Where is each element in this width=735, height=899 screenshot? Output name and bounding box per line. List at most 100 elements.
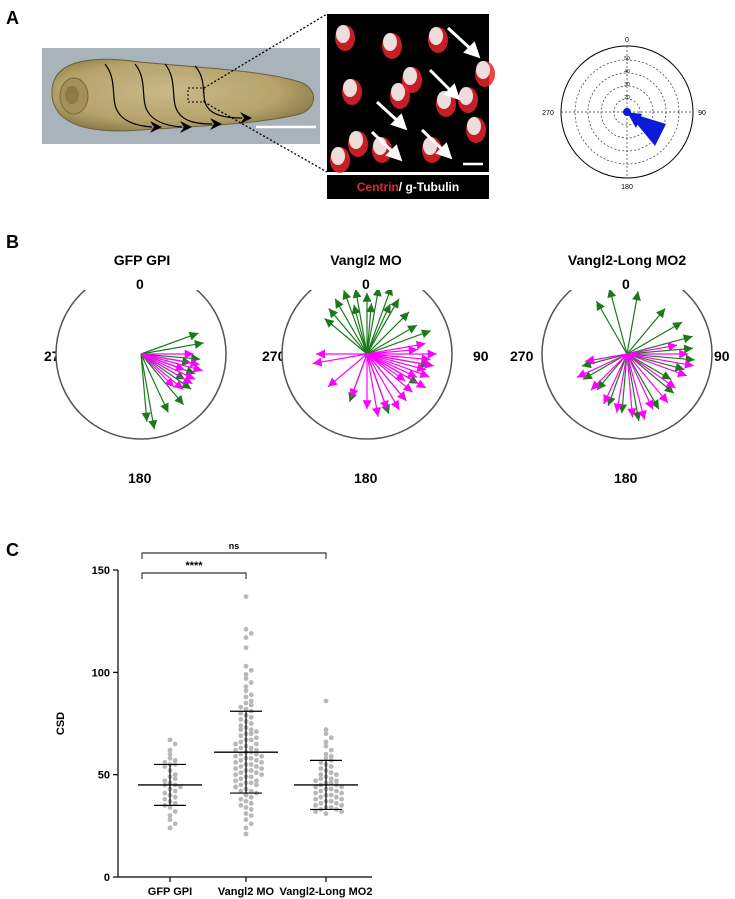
arrow-head xyxy=(382,303,391,314)
arrow-head xyxy=(627,408,637,418)
arrow-head xyxy=(160,402,169,413)
arrow-head xyxy=(613,402,623,413)
data-point xyxy=(339,784,344,790)
arrow-head xyxy=(590,380,601,391)
direction-arrow xyxy=(366,298,400,355)
direction-arrow xyxy=(366,353,400,411)
direction-arrow xyxy=(334,298,368,355)
direction-arrow xyxy=(626,353,654,410)
data-point xyxy=(248,698,254,704)
direction-arrow xyxy=(140,353,201,360)
rose-plot: 50 40 30 20 0 90 180 270 xyxy=(542,37,706,191)
y-tick-label: 150 xyxy=(92,565,110,577)
data-point xyxy=(318,776,324,782)
data-point xyxy=(248,788,254,794)
arrow-head xyxy=(324,318,335,328)
data-point xyxy=(172,741,178,747)
data-point xyxy=(328,780,334,786)
panel-label-a: A xyxy=(6,8,19,28)
direction-arrow xyxy=(366,353,388,411)
x-tick-label: GFP GPI xyxy=(148,886,192,898)
direction-arrow xyxy=(626,353,640,422)
data-point xyxy=(238,751,244,757)
data-point xyxy=(259,759,264,765)
direction-arrow xyxy=(140,353,169,413)
data-point xyxy=(313,784,318,790)
direction-arrow xyxy=(366,353,413,393)
arrow-head xyxy=(184,349,194,359)
data-point xyxy=(323,751,329,757)
arrow-head xyxy=(181,380,192,390)
data-point xyxy=(323,755,329,761)
data-point xyxy=(313,802,318,808)
data-point xyxy=(243,706,249,712)
arrow-head xyxy=(674,362,685,372)
data-point xyxy=(243,811,249,816)
data-point xyxy=(167,825,173,831)
direction-arrow xyxy=(366,353,430,378)
arrow-head xyxy=(644,399,654,410)
y-tick-label: 0 xyxy=(104,872,110,884)
arrow-head xyxy=(682,334,693,344)
data-point xyxy=(328,770,334,776)
data-point xyxy=(339,809,344,814)
data-point xyxy=(233,766,239,771)
data-point xyxy=(248,794,254,800)
arrow-head xyxy=(676,368,687,377)
deg-bottom: 180 xyxy=(614,470,638,486)
data-point xyxy=(248,762,254,767)
arrow-head xyxy=(576,369,587,378)
arrow-head xyxy=(607,290,617,299)
direction-arrow xyxy=(626,353,677,389)
data-point xyxy=(323,743,329,749)
direction-arrow xyxy=(366,343,426,355)
data-point xyxy=(318,788,324,794)
deg-bottom: 180 xyxy=(128,470,152,486)
direction-arrow xyxy=(140,353,155,430)
data-point xyxy=(313,790,318,796)
data-point xyxy=(167,737,173,743)
arrow-head xyxy=(427,349,437,359)
direction-arrow xyxy=(626,353,685,370)
arrow-head xyxy=(192,363,203,373)
data-point xyxy=(318,794,324,800)
data-point xyxy=(328,776,334,782)
arrow-head xyxy=(421,354,431,364)
data-point xyxy=(243,825,249,831)
direction-arrow xyxy=(366,353,418,378)
data-point xyxy=(248,727,254,733)
direction-arrow xyxy=(626,321,683,355)
data-point xyxy=(243,635,249,640)
data-point xyxy=(167,805,173,810)
direction-arrow xyxy=(366,353,379,417)
arrow-head xyxy=(194,340,204,349)
arrow-head xyxy=(415,340,426,350)
rose-radial-tick: 20 xyxy=(624,95,630,101)
data-point xyxy=(167,813,173,818)
data-point xyxy=(233,759,239,765)
direction-arrow xyxy=(626,308,666,355)
arrow-head xyxy=(372,290,382,297)
data-point xyxy=(238,739,244,745)
direction-arrow xyxy=(626,353,669,404)
data-point xyxy=(318,759,324,765)
data-point xyxy=(238,782,244,788)
arrow-head xyxy=(596,300,605,312)
arrow-head xyxy=(362,292,372,302)
data-point xyxy=(339,802,344,808)
data-point xyxy=(248,780,254,786)
data-point xyxy=(233,741,239,747)
arrow-head xyxy=(141,412,151,422)
data-point xyxy=(167,755,173,761)
direction-arrow xyxy=(140,353,184,390)
direction-arrow xyxy=(366,290,391,355)
data-point xyxy=(248,731,254,737)
direction-arrow xyxy=(607,353,628,407)
data-point xyxy=(162,764,168,769)
data-point xyxy=(167,751,173,757)
arrow-head xyxy=(342,290,352,301)
deg-left: 270 xyxy=(262,348,286,364)
x-tick-label: Vangl2-Long MO2 xyxy=(280,886,373,898)
data-point xyxy=(243,792,249,798)
data-point xyxy=(172,809,178,814)
